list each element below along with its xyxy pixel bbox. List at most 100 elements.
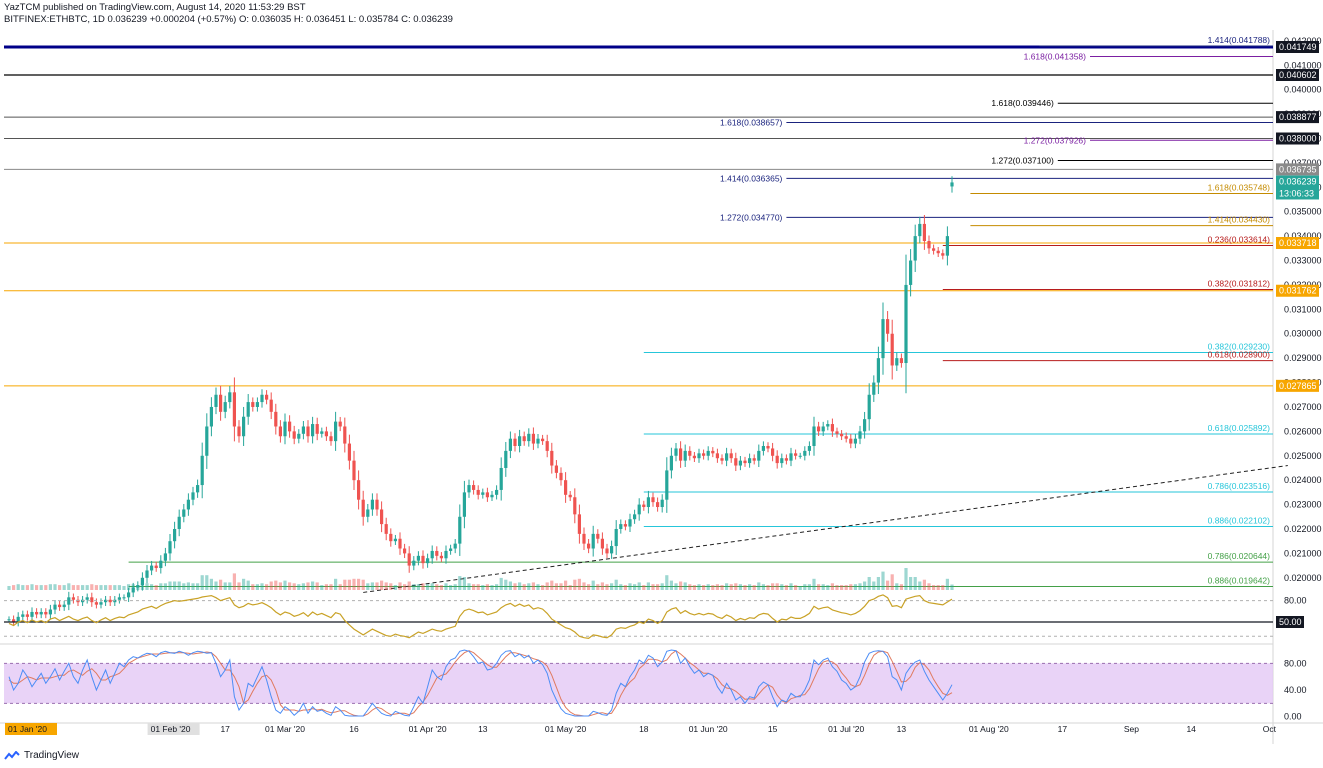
candle-body (748, 458, 752, 464)
fib-level-label: 1.272(0.037100) (991, 155, 1054, 165)
candle-body (462, 492, 466, 517)
candle-body (62, 604, 66, 608)
candle-body (127, 592, 131, 598)
volume-bar (490, 585, 494, 590)
tradingview-logo-icon (4, 750, 20, 761)
volume-bar (729, 584, 733, 590)
volume-bar (587, 584, 591, 590)
candle-body (173, 528, 177, 542)
volume-bar (407, 581, 411, 590)
x-tick-label: 14 (1186, 724, 1196, 734)
candle-body (950, 182, 954, 187)
candle-body (541, 438, 545, 442)
candle-body (849, 438, 853, 444)
volume-bar (196, 583, 200, 590)
candle-body (734, 458, 738, 466)
candle-body (407, 553, 411, 566)
volume-bar (559, 583, 563, 590)
volume-bar (99, 585, 103, 590)
volume-bar (605, 584, 609, 590)
candle-body (692, 455, 696, 459)
volume-bar (757, 582, 761, 590)
candle-body (439, 555, 443, 559)
volume-bar (384, 582, 388, 590)
candle-body (531, 433, 535, 444)
candle-body (48, 609, 52, 615)
fib-level-label: 0.886(0.019642) (1208, 576, 1271, 586)
footer-brand: TradingView (24, 750, 80, 761)
volume-bar (232, 573, 236, 590)
candle-body (53, 604, 57, 610)
volume-bar (895, 583, 899, 590)
y-tick-label: 0.025000 (1284, 451, 1322, 461)
volume-bar (812, 578, 816, 590)
fib-level-label: 1.618(0.041358) (1024, 52, 1087, 62)
volume-bar (794, 585, 798, 590)
candle-body (472, 485, 476, 490)
candle-body (909, 260, 913, 285)
x-tick-label: 18 (639, 724, 649, 734)
candle-body (283, 421, 287, 437)
volume-bar (21, 585, 25, 590)
candle-body (711, 450, 715, 454)
x-tick-label: Sep (1124, 724, 1139, 734)
candle-body (191, 492, 195, 500)
candle-body (219, 394, 223, 412)
fib-level-label: 0.236(0.033614) (1208, 235, 1271, 245)
candle-body (927, 241, 931, 249)
volume-bar (472, 584, 476, 590)
volume-bar (297, 584, 301, 590)
candle-body (35, 611, 39, 615)
level-label-box (1276, 41, 1319, 54)
candle-body (835, 431, 839, 434)
volume-bar (426, 584, 430, 590)
volume-bar (62, 585, 66, 590)
volume-bar (761, 584, 765, 590)
candle-body (104, 599, 108, 603)
volume-bar (508, 581, 512, 590)
volume-bar (237, 582, 241, 590)
fib-level-label: 0.382(0.031812) (1208, 279, 1271, 289)
candle-body (720, 458, 724, 461)
candle-body (320, 431, 324, 434)
candle-body (554, 465, 558, 473)
fib-level-label: 0.886(0.022102) (1208, 515, 1271, 525)
candle-body (863, 419, 867, 432)
volume-bar (338, 584, 342, 590)
candle-body (794, 453, 798, 456)
candle-body (186, 499, 190, 510)
volume-bar (890, 574, 894, 590)
volume-bar (950, 584, 954, 590)
current-price-label: 0.036239 (1279, 176, 1317, 186)
candle-body (886, 319, 890, 334)
volume-bar (679, 581, 683, 590)
volume-bar (568, 585, 572, 590)
volume-bar (301, 583, 305, 590)
level-label: 0.040602 (1279, 70, 1317, 80)
volume-bar (39, 585, 43, 590)
fib-level-label: 0.786(0.023516) (1208, 481, 1271, 491)
ascending-trendline (363, 465, 1288, 593)
x-tick-label: Oct (1263, 724, 1277, 734)
volume-bar (642, 585, 646, 590)
volume-bar (623, 585, 627, 590)
fib-level-label: 1.272(0.034770) (720, 212, 783, 222)
y-tick-label: 0.037000 (1284, 158, 1322, 168)
rsi-tick-label: 80.00 (1284, 596, 1307, 606)
candle-body (163, 553, 167, 561)
volume-bar (246, 580, 250, 590)
candle-body (752, 458, 756, 461)
volume-bar (531, 582, 535, 590)
volume-bar (58, 585, 62, 590)
volume-bar (821, 584, 825, 590)
candle-body (255, 402, 259, 407)
volume-bar (789, 583, 793, 590)
candle-body (807, 446, 811, 451)
volume-bar (803, 584, 807, 590)
volume-bar (255, 584, 259, 590)
volume-bar (223, 582, 227, 590)
candle-body (872, 382, 876, 395)
symbol-ohlc-line: BITFINEX:ETHBTC, 1D 0.036239 +0.000204 (… (4, 14, 453, 25)
candle-body (467, 485, 471, 493)
